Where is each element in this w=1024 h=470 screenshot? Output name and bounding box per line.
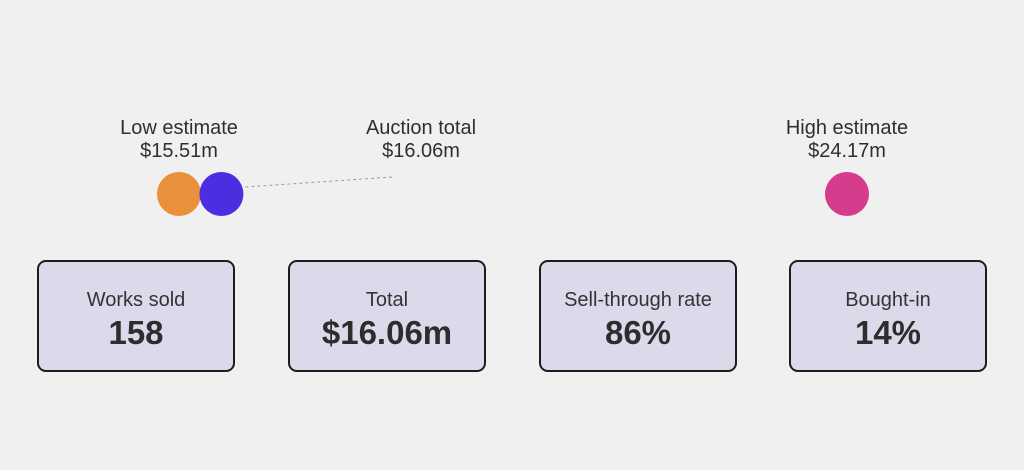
low-estimate-title: Low estimate bbox=[120, 117, 238, 139]
sell-through-rate-card: Sell-through rate 86% bbox=[539, 260, 737, 372]
total-value: $16.06m bbox=[321, 314, 453, 351]
bought-in-label: Bought-in bbox=[845, 289, 931, 311]
total-card: Total $16.06m bbox=[288, 260, 486, 372]
high-estimate-title: High estimate bbox=[785, 117, 909, 139]
auction-total-leader-line bbox=[245, 176, 393, 188]
bought-in-value: 14% bbox=[854, 314, 922, 351]
high-estimate-value: $24.17m bbox=[808, 140, 886, 162]
auction-total-dot bbox=[199, 172, 244, 216]
low-estimate-label: Low estimate $15.51m bbox=[120, 117, 238, 163]
works-sold-value: 158 bbox=[108, 314, 164, 351]
auction-total-title: Auction total bbox=[365, 117, 477, 139]
sell-through-rate-label: Sell-through rate bbox=[564, 289, 712, 311]
works-sold-label: Works sold bbox=[86, 289, 186, 311]
total-label: Total bbox=[365, 289, 409, 311]
low-estimate-value: $15.51m bbox=[140, 140, 218, 162]
high-estimate-dot bbox=[825, 172, 869, 216]
estimate-range-chart bbox=[157, 172, 869, 216]
works-sold-card: Works sold 158 bbox=[37, 260, 235, 372]
bought-in-card: Bought-in 14% bbox=[789, 260, 987, 372]
high-estimate-label: High estimate $24.17m bbox=[786, 117, 908, 163]
auction-total-value: $16.06m bbox=[382, 140, 460, 162]
low-estimate-dot bbox=[157, 172, 201, 216]
auction-total-label: Auction total $16.06m bbox=[366, 117, 476, 163]
sell-through-rate-value: 86% bbox=[604, 314, 672, 351]
